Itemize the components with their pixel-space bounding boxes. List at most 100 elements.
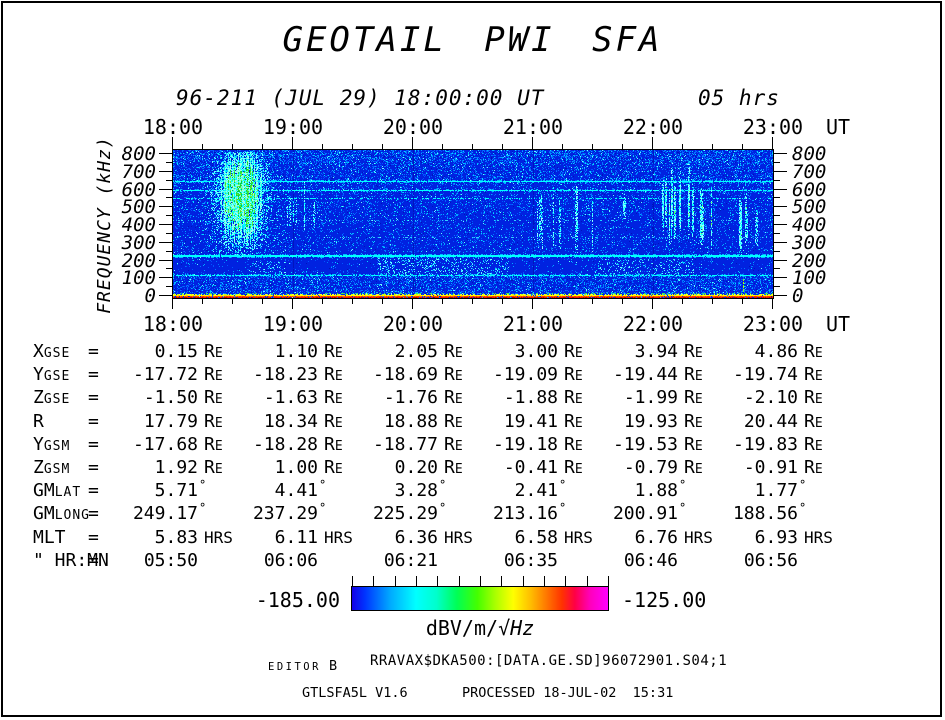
axis-tick xyxy=(166,286,172,287)
equals-sign: = xyxy=(88,457,99,478)
axis-tick xyxy=(774,171,787,172)
footer-program-version: GTLSFA5L V1.6 xyxy=(302,685,408,701)
footer-editor: EDITOR B xyxy=(268,655,337,674)
axis-tick xyxy=(774,260,787,261)
axis-tick xyxy=(774,197,780,198)
row-label: XGSE xyxy=(33,341,71,362)
axis-tick xyxy=(262,144,263,149)
axis-tick xyxy=(166,268,172,269)
plot-subtitle-date: 96-211 (JUL 29) 18:00:00 UT xyxy=(176,86,545,110)
row-value: 6.58 HRS xyxy=(514,526,593,548)
freq-tick-label: 0 xyxy=(792,285,804,307)
row-value: -2.10 RE xyxy=(743,387,823,409)
row-value: 18.88 RE xyxy=(383,410,463,432)
axis-tick xyxy=(502,299,503,304)
ephemeris-row: XGSE = 0.15 RE 1.10 RE 2.05 RE 3.00 RE 3.94 RE 4.86 R… xyxy=(0,341,945,363)
row-value: 06:06 xyxy=(263,549,318,571)
ephemeris-row: YGSE = -17.72 RE -18.23 RE -18.69 RE -19.09 RE -19… xyxy=(0,364,945,386)
time-tick-label: 19:00 xyxy=(262,312,324,336)
axis-tick xyxy=(442,144,443,149)
equals-sign: = xyxy=(88,503,99,525)
row-label: ZGSE xyxy=(33,387,71,409)
axis-tick xyxy=(262,299,263,304)
equals-sign: = xyxy=(88,433,99,455)
row-value: 249.17° xyxy=(132,501,207,525)
row-value: 19.93 RE xyxy=(623,410,703,432)
axis-tick xyxy=(774,268,780,269)
axis-tick xyxy=(292,299,293,309)
colorbar-tick xyxy=(565,576,566,586)
colorbar-tick xyxy=(523,576,524,586)
row-value: 4.86 RE xyxy=(754,341,823,362)
row-value: 200.91° xyxy=(612,501,687,525)
axis-tick xyxy=(166,251,172,252)
axis-tick xyxy=(232,144,233,149)
row-value: 6.76 HRS xyxy=(634,526,713,548)
row-value: -18.28 RE xyxy=(252,433,343,455)
freq-tick-label: 100 xyxy=(792,267,827,290)
row-value: -1.88 RE xyxy=(503,387,583,409)
colorbar-tick xyxy=(544,576,545,586)
row-value: -0.91 RE xyxy=(743,457,823,478)
axis-tick xyxy=(774,295,787,296)
row-label: YGSE xyxy=(33,364,71,386)
row-value: 19.41 RE xyxy=(503,410,583,432)
row-value: 0.20 RE xyxy=(394,457,463,478)
freq-tick-label: 400 xyxy=(121,214,156,236)
freq-tick-label: 800 xyxy=(792,143,827,165)
row-value: -0.79 RE xyxy=(623,457,703,478)
time-tick-label: 23:00 xyxy=(742,115,804,139)
colorbar-units-label: dBV/m/√Hz xyxy=(352,616,608,640)
axis-tick xyxy=(159,206,172,207)
freq-tick-label: 400 xyxy=(792,214,827,236)
row-value: -19.44 RE xyxy=(612,364,703,386)
footer-file-path: RRAVAX$DKA500:[DATA.GE.SD]96072901.S04;1 xyxy=(370,653,728,669)
row-value: 6.93 HRS xyxy=(754,526,833,548)
axis-tick xyxy=(774,153,787,154)
row-value: 2.05 RE xyxy=(394,341,463,362)
row-value: -17.68 RE xyxy=(132,433,223,455)
freq-tick-label: 0 xyxy=(144,285,156,307)
axis-tick xyxy=(622,299,623,304)
axis-tick xyxy=(532,137,533,149)
equals-sign: = xyxy=(88,341,99,362)
row-value: 4.41° xyxy=(274,478,327,502)
row-value: 3.94 RE xyxy=(634,341,703,362)
colorbar-min-label: -185.00 xyxy=(255,588,340,612)
freq-tick-label: 300 xyxy=(792,231,827,254)
axis-tick xyxy=(774,206,787,207)
colorbar-tick xyxy=(416,576,417,586)
row-value: 3.00 RE xyxy=(514,341,583,362)
frequency-axis-label: FREQUENCY (kHz) xyxy=(94,136,115,314)
row-value: 5.83 HRS xyxy=(154,526,233,548)
freq-tick-label: 200 xyxy=(792,249,827,272)
axis-tick xyxy=(682,144,683,149)
time-tick-label: 22:00 xyxy=(622,312,684,336)
equals-sign: = xyxy=(88,364,99,386)
axis-tick xyxy=(774,286,780,287)
axis-tick xyxy=(166,215,172,216)
axis-tick xyxy=(652,299,653,309)
axis-tick xyxy=(166,233,172,234)
axis-tick xyxy=(774,277,787,278)
row-value: 1.77° xyxy=(754,478,807,502)
ephemeris-row: ZGSE = -1.50 RE -1.63 RE -1.76 RE -1.88 RE -1.99 RE… xyxy=(0,387,945,409)
row-value: -17.72 RE xyxy=(132,364,223,386)
ephemeris-row: GMLAT = 5.71° 4.41° 3.28° 2.41° 1.88° 1.77° xyxy=(0,478,945,502)
time-tick-label: 20:00 xyxy=(382,312,444,336)
time-tick-label: 19:00 xyxy=(262,115,324,139)
row-value: 1.88° xyxy=(634,478,687,502)
ephemeris-row: R = 17.79 RE 18.34 RE 18.88 RE 19.41 RE 19.93 RE 20.… xyxy=(0,411,945,433)
row-value: 6.11 HRS xyxy=(274,526,353,548)
row-value: -1.99 RE xyxy=(623,387,703,409)
time-tick-label: 20:00 xyxy=(382,115,444,139)
axis-tick xyxy=(322,144,323,149)
freq-tick-label: 700 xyxy=(121,160,156,183)
colorbar-tick xyxy=(587,576,588,586)
axis-tick xyxy=(172,299,173,309)
row-value: -19.83 RE xyxy=(732,433,823,455)
axis-tick xyxy=(532,299,533,309)
row-value: 17.79 RE xyxy=(143,410,223,432)
row-value: 06:35 xyxy=(503,549,558,571)
freq-tick-label: 100 xyxy=(121,267,156,290)
